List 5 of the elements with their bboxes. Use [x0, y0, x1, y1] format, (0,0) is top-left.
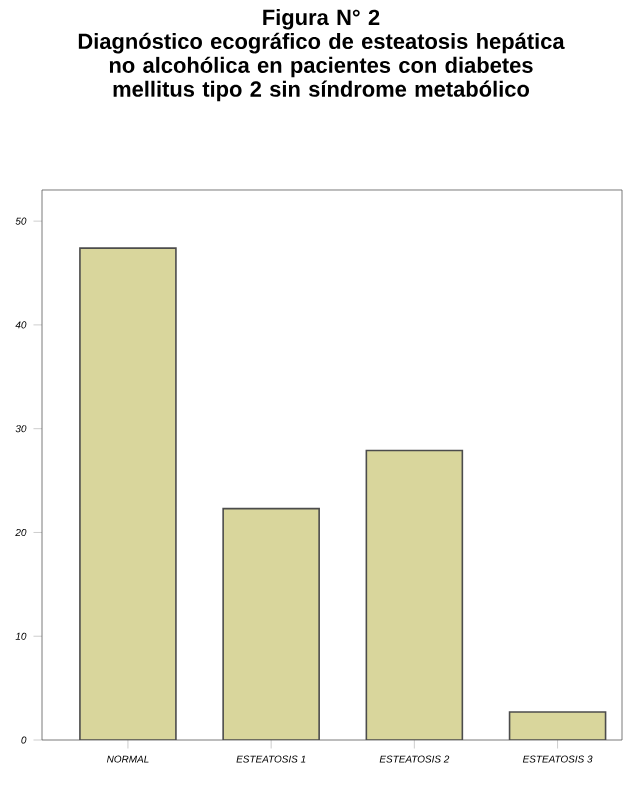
bar	[365, 449, 464, 740]
bar	[508, 711, 607, 740]
chart-title: Figura N° 2 Diagnóstico ecográfico de esteatosis hepática no alcohólica en pacientes con diabetes mellitus tipo 2 sin síndrome metabólico	[78, 9, 565, 102]
bar	[222, 507, 320, 740]
bar	[79, 248, 176, 740]
